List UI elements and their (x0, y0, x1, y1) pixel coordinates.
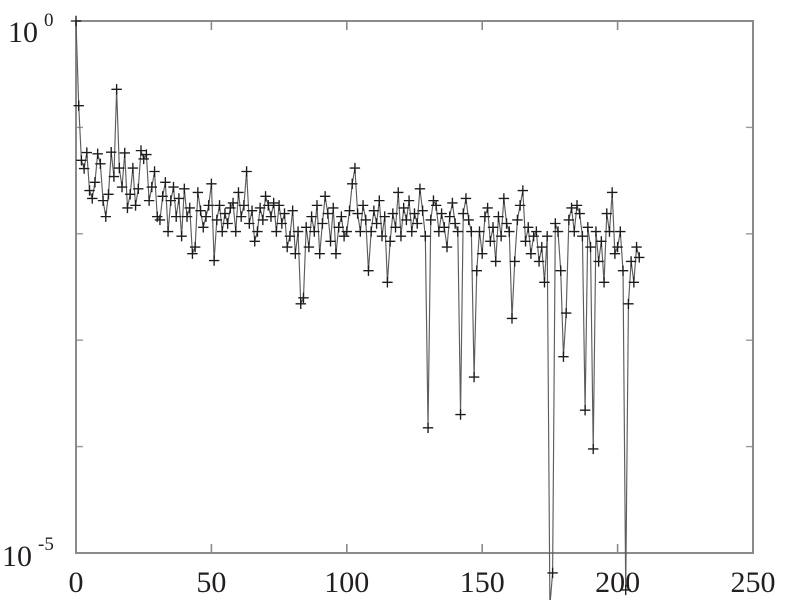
series-residual-markers (70, 15, 645, 596)
y-axis-tick-labels: 10 0 10 -5 (2, 10, 54, 573)
x-tick-label-0: 0 (69, 566, 84, 599)
y-tick-label-bottom-exponent: -5 (38, 534, 54, 555)
y-tick-label-bottom-mantissa: 10 (2, 540, 32, 573)
x-tick-label-2: 100 (324, 566, 369, 599)
x-axis-tick-labels: 0 50 100 150 200 250 (69, 566, 776, 599)
x-tick-label-3: 150 (460, 566, 505, 599)
plot-frame (75, 20, 754, 554)
x-tick-label-1: 50 (196, 566, 226, 599)
x-tick-label-5: 250 (731, 566, 776, 599)
y-tick-label-top-mantissa: 10 (8, 16, 38, 49)
y-tick-label-top-exponent: 0 (44, 10, 54, 31)
x-tick-label-4: 200 (595, 566, 640, 599)
